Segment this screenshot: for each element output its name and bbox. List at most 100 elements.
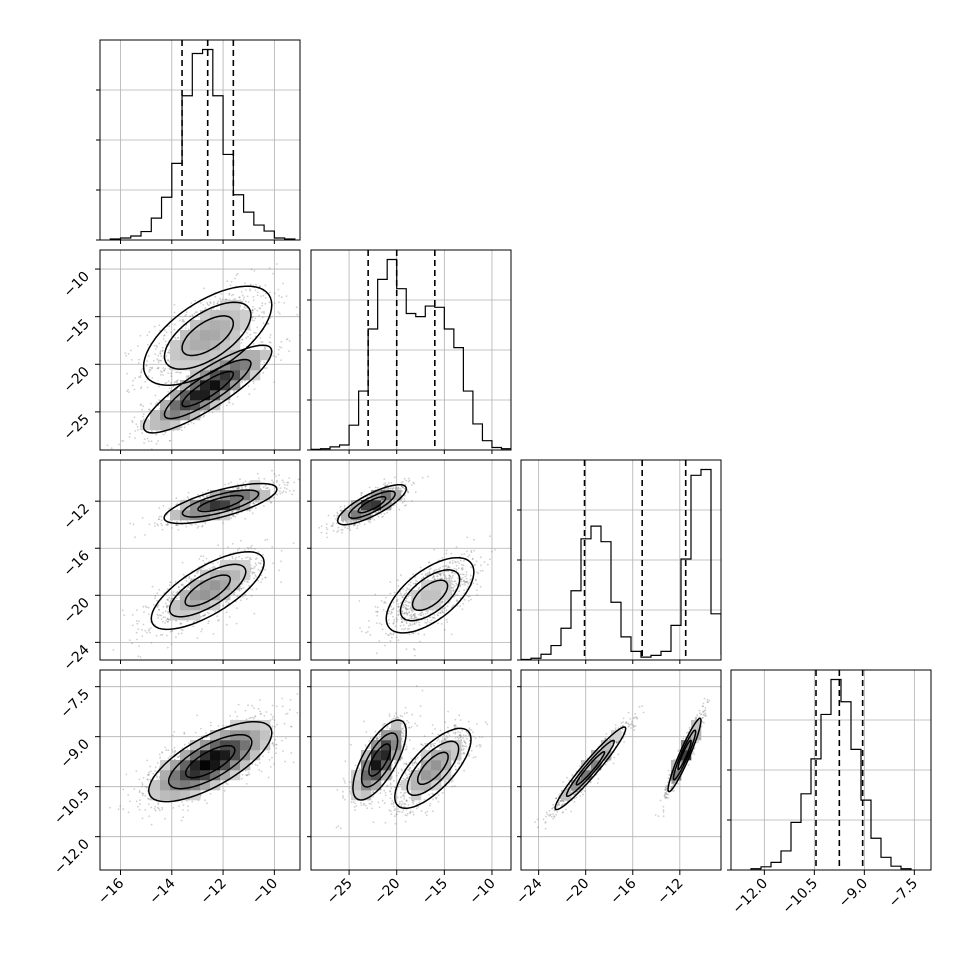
sample-point xyxy=(257,562,260,564)
sample-point xyxy=(252,502,254,505)
contour-line xyxy=(163,301,252,370)
sample-point xyxy=(282,282,284,285)
sample-point xyxy=(394,476,396,479)
sample-point xyxy=(190,578,193,581)
sample-point xyxy=(151,366,154,369)
sample-point xyxy=(410,484,413,486)
sample-point xyxy=(249,546,252,549)
sample-point xyxy=(216,615,219,618)
sample-point xyxy=(234,558,237,561)
sample-point xyxy=(158,399,161,402)
sample-point xyxy=(279,492,282,495)
sample-point xyxy=(138,645,141,647)
sample-point xyxy=(232,298,235,301)
sample-point xyxy=(407,491,410,493)
sample-point xyxy=(159,614,161,616)
sample-point xyxy=(238,547,241,550)
sample-point xyxy=(248,393,251,396)
sample-point xyxy=(160,522,163,525)
sample-point xyxy=(261,304,263,307)
sample-point xyxy=(154,597,156,600)
density-cell xyxy=(180,590,191,601)
sample-point xyxy=(209,302,212,305)
sample-point xyxy=(254,548,256,550)
sample-point xyxy=(170,382,172,384)
sample-point xyxy=(255,332,257,334)
sample-point xyxy=(180,429,183,432)
sample-point xyxy=(251,309,254,312)
sample-point xyxy=(333,514,336,517)
sample-point xyxy=(138,376,140,378)
density-cell xyxy=(220,330,231,341)
sample-point xyxy=(169,439,172,442)
sample-point xyxy=(143,442,146,444)
sample-point xyxy=(256,472,259,475)
sample-point xyxy=(276,263,278,265)
sample-point xyxy=(156,613,159,616)
contour-line xyxy=(181,489,260,518)
sample-point xyxy=(163,369,166,372)
sample-point xyxy=(244,486,247,488)
sample-point xyxy=(152,359,155,362)
sample-point xyxy=(285,295,288,297)
sample-point xyxy=(170,643,173,646)
sample-point xyxy=(161,350,164,352)
sample-point xyxy=(277,311,280,313)
sample-point xyxy=(198,558,201,560)
sample-point xyxy=(202,615,205,617)
sample-point xyxy=(122,440,125,442)
sample-point xyxy=(187,375,190,378)
sample-point xyxy=(280,560,282,563)
sample-point xyxy=(339,509,342,512)
sample-point xyxy=(185,525,188,528)
sample-point xyxy=(466,536,469,539)
density-cell xyxy=(230,360,241,371)
sample-point xyxy=(389,487,392,490)
sample-point xyxy=(332,529,335,532)
sample-point xyxy=(164,622,167,624)
sample-point xyxy=(159,370,162,372)
sample-point xyxy=(347,525,350,527)
sample-point xyxy=(145,364,148,367)
sample-point xyxy=(134,536,137,539)
density-cell xyxy=(170,360,181,371)
density-cell xyxy=(210,340,221,351)
sample-point xyxy=(406,587,408,590)
sample-point xyxy=(225,611,228,614)
sample-point xyxy=(222,604,225,607)
sample-point xyxy=(262,311,265,313)
sample-point xyxy=(263,478,266,480)
sample-point xyxy=(143,611,145,613)
sample-point xyxy=(176,524,178,527)
sample-point xyxy=(255,501,257,504)
sample-point xyxy=(153,522,156,524)
sample-point xyxy=(280,296,283,299)
sample-point xyxy=(200,568,202,571)
sample-point xyxy=(186,496,189,498)
sample-point xyxy=(403,477,406,480)
sample-point xyxy=(383,483,385,485)
sample-point xyxy=(167,359,170,362)
sample-point xyxy=(197,525,200,528)
sample-point xyxy=(168,325,171,327)
sample-point xyxy=(166,606,168,609)
panel-1-1 xyxy=(311,250,511,450)
sample-point xyxy=(185,588,188,591)
sample-point xyxy=(408,479,411,482)
sample-point xyxy=(380,513,382,515)
sample-point xyxy=(160,359,163,362)
sample-point xyxy=(407,480,410,483)
sample-point xyxy=(187,376,190,379)
sample-point xyxy=(224,483,227,486)
sample-point xyxy=(414,491,417,494)
sample-point xyxy=(463,560,465,562)
sample-point xyxy=(407,601,410,604)
sample-point xyxy=(244,485,247,488)
sample-point xyxy=(197,493,199,496)
density-cell xyxy=(190,320,201,331)
density-cell xyxy=(210,400,221,411)
sample-point xyxy=(227,482,230,485)
sample-point xyxy=(275,355,277,358)
sample-point xyxy=(337,529,340,532)
sample-point xyxy=(171,597,173,600)
